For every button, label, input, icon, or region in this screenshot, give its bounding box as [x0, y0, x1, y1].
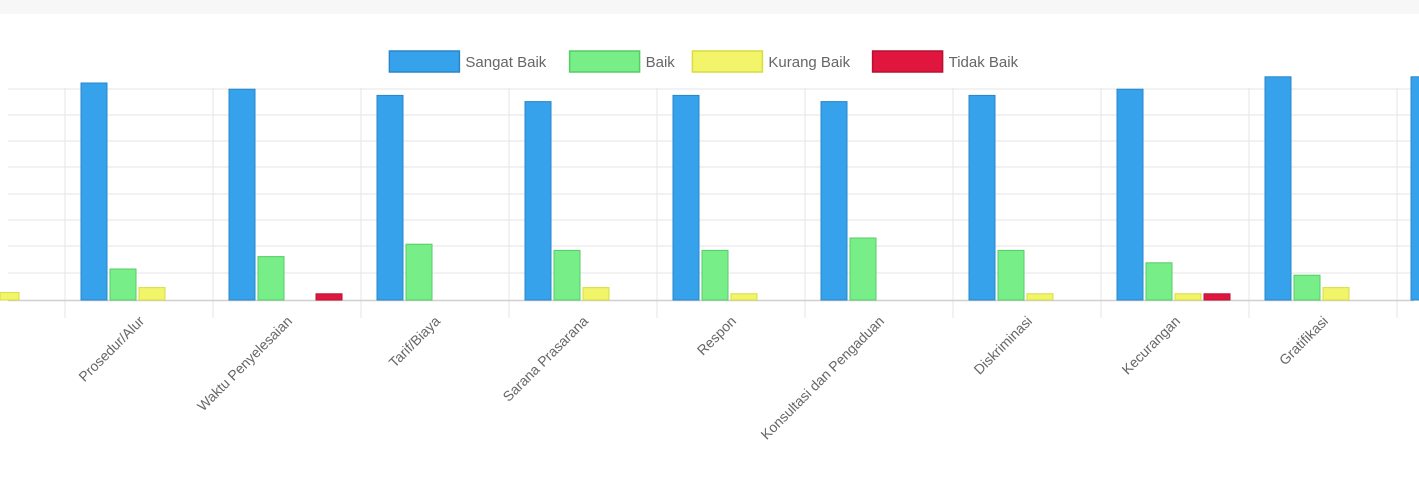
bar-baik-respon	[701, 249, 729, 301]
bar-kurang-baik-kecurangan	[1174, 293, 1202, 301]
x-tick-label-sarana-prasarana: Sarana Prasarana	[499, 313, 591, 405]
bar-partial-right	[1410, 76, 1419, 301]
legend-item-kurang-baik[interactable]: Kurang Baik	[691, 50, 851, 73]
legend-item-baik[interactable]: Baik	[568, 50, 676, 73]
bar-tidak-baik-waktu-penyelesaian	[315, 293, 343, 301]
legend-item-tidak-baik[interactable]: Tidak Baik	[871, 50, 1019, 73]
x-tick-label-tarif-biaya: Tarif/Biaya	[386, 313, 444, 371]
x-tick-label-respon: Respon	[694, 313, 739, 358]
bar-kurang-baik-diskriminasi	[1026, 293, 1054, 301]
legend-label-tidak-baik: Tidak Baik	[949, 54, 1019, 71]
bar-baik-konsultasi-dan-pengaduan	[849, 237, 877, 301]
bar-baik-prosedur-alur	[109, 268, 137, 301]
bar-baik-tarif-biaya	[405, 243, 433, 301]
x-tick-label-diskriminasi: Diskriminasi	[970, 313, 1035, 378]
bar-baik-gratifikasi	[1293, 274, 1321, 301]
bar-partial-left	[0, 292, 20, 301]
bar-baik-diskriminasi	[997, 249, 1025, 301]
bars	[0, 76, 1419, 301]
legend-item-sangat-baik[interactable]: Sangat Baik	[388, 50, 547, 73]
legend-label-baik: Baik	[646, 54, 676, 71]
bar-sangat-baik-kecurangan	[1116, 88, 1144, 301]
legend-swatch-baik	[568, 50, 641, 73]
x-tick-label-kecurangan: Kecurangan	[1118, 313, 1183, 378]
bar-baik-sarana-prasarana	[553, 249, 581, 301]
x-axis-tick-labels: Prosedur/Alur Waktu Penyelesaian Tarif/Bia…	[75, 313, 1331, 443]
bar-sangat-baik-gratifikasi	[1264, 76, 1292, 301]
bar-kurang-baik-sarana-prasarana	[582, 287, 610, 301]
legend: Sangat Baik Baik Kurang Baik Tidak Baik	[388, 50, 1019, 73]
bar-sangat-baik-prosedur-alur	[80, 82, 108, 301]
bar-tidak-baik-kecurangan	[1203, 293, 1231, 301]
x-tick-label-waktu-penyelesaian: Waktu Penyelesaian	[194, 313, 295, 414]
legend-swatch-sangat-baik	[388, 50, 461, 73]
top-strip	[0, 0, 1419, 14]
bar-baik-kecurangan	[1145, 262, 1173, 301]
bar-sangat-baik-diskriminasi	[968, 94, 996, 301]
bar-baik-waktu-penyelesaian	[257, 256, 285, 301]
legend-label-sangat-baik: Sangat Baik	[465, 54, 546, 71]
bar-sangat-baik-waktu-penyelesaian	[228, 88, 256, 301]
legend-label-kurang-baik: Kurang Baik	[768, 54, 850, 71]
x-tick-label-konsultasi-dan-pengaduan: Konsultasi dan Pengaduan	[757, 313, 887, 443]
bar-kurang-baik-gratifikasi	[1322, 287, 1350, 301]
grid-lines	[8, 88, 1414, 318]
bar-sangat-baik-tarif-biaya	[376, 94, 404, 301]
x-tick-label-gratifikasi: Gratifikasi	[1276, 313, 1331, 368]
bar-sangat-baik-respon	[672, 94, 700, 301]
bar-kurang-baik-prosedur-alur	[138, 287, 166, 301]
legend-swatch-tidak-baik	[871, 50, 944, 73]
bar-kurang-baik-respon	[730, 293, 758, 301]
bar-sangat-baik-sarana-prasarana	[524, 101, 552, 301]
bar-sangat-baik-konsultasi-dan-pengaduan	[820, 101, 848, 301]
x-tick-label-prosedur-alur: Prosedur/Alur	[75, 313, 147, 385]
legend-swatch-kurang-baik	[691, 50, 764, 73]
